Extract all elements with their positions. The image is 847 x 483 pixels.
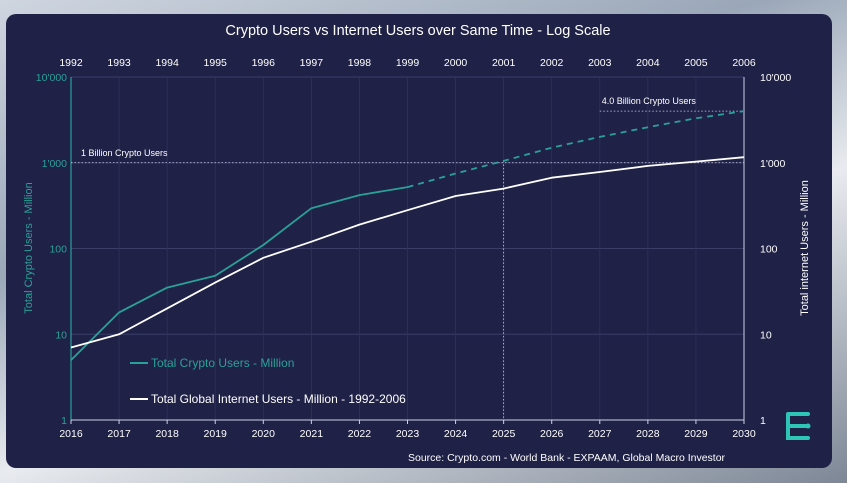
x-bottom-tick-label: 2019 xyxy=(204,428,228,440)
annotation-label: 1 Billion Crypto Users xyxy=(81,148,168,158)
x-top-tick-label: 2003 xyxy=(588,57,612,69)
annotation-layer: 1 Billion Crypto Users 4.0 Billion Crypto… xyxy=(71,96,744,420)
x-top-tick-label: 2004 xyxy=(636,57,660,69)
x-bottom-tick-label: 2030 xyxy=(732,428,756,440)
crypto-users-projected-line xyxy=(407,110,745,188)
x-top-tick-label: 1993 xyxy=(107,57,131,69)
x-top-tick-label: 2005 xyxy=(684,57,708,69)
y-right-tick-label: 10 xyxy=(760,329,772,341)
chart-canvas: 1 Billion Crypto Users 4.0 Billion Crypto… xyxy=(23,23,811,464)
y-axis-left-label: Total Crypto Users - Million xyxy=(23,182,35,313)
annotation-label: 4.0 Billion Crypto Users xyxy=(602,96,697,106)
y-axis-right-label: Total internet Users - Million xyxy=(799,180,811,316)
tick-layer: 2016 2017 2018 2019 2020 2021 2022 2023 2024 2025… xyxy=(36,57,792,440)
x-top-tick-label: 1997 xyxy=(300,57,324,69)
x-bottom-tick-label: 2018 xyxy=(155,428,179,440)
y-left-tick-label: 1 xyxy=(61,415,67,427)
x-bottom-tick-label: 2022 xyxy=(348,428,372,440)
x-bottom-tick-label: 2025 xyxy=(492,428,516,440)
x-top-tick-label: 1994 xyxy=(155,57,179,69)
y-right-tick-label: 1 xyxy=(760,415,766,427)
x-bottom-tick-label: 2023 xyxy=(396,428,420,440)
x-bottom-tick-label: 2029 xyxy=(684,428,708,440)
y-left-tick-label: 100 xyxy=(49,244,67,256)
x-bottom-tick-label: 2017 xyxy=(107,428,131,440)
grid-layer xyxy=(70,76,745,421)
source-note: Source: Crypto.com - World Bank - EXPAAM… xyxy=(408,452,726,464)
x-top-tick-label: 1999 xyxy=(396,57,420,69)
crypto-users-line xyxy=(70,186,408,361)
x-bottom-tick-label: 2028 xyxy=(636,428,660,440)
legend: Total Crypto Users - Million Total Globa… xyxy=(130,356,406,406)
x-bottom-tick-label: 2021 xyxy=(300,428,324,440)
x-bottom-tick-label: 2027 xyxy=(588,428,612,440)
x-top-tick-label: 1992 xyxy=(59,57,83,69)
x-top-tick-label: 1996 xyxy=(252,57,276,69)
y-right-tick-label: 10'000 xyxy=(760,72,791,84)
x-top-tick-label: 1995 xyxy=(204,57,228,69)
internet-users-line xyxy=(70,156,745,349)
y-left-tick-label: 10'000 xyxy=(36,72,67,84)
legend-internet-label: Total Global Internet Users - Million - … xyxy=(151,392,406,406)
series-layer xyxy=(70,110,745,361)
x-bottom-tick-label: 2020 xyxy=(252,428,276,440)
x-bottom-tick-label: 2024 xyxy=(444,428,468,440)
y-left-tick-label: 1'000 xyxy=(42,158,68,170)
x-top-tick-label: 2000 xyxy=(444,57,468,69)
brand-logo xyxy=(786,412,811,440)
legend-crypto-label: Total Crypto Users - Million xyxy=(151,356,294,370)
y-left-tick-label: 10 xyxy=(55,329,67,341)
x-top-tick-label: 2001 xyxy=(492,57,516,69)
y-right-tick-label: 100 xyxy=(760,244,778,256)
x-top-tick-label: 2002 xyxy=(540,57,564,69)
x-bottom-tick-label: 2016 xyxy=(59,428,83,440)
chart-title: Crypto Users vs Internet Users over Same… xyxy=(225,23,610,39)
chart-card: 1 Billion Crypto Users 4.0 Billion Crypto… xyxy=(6,14,832,468)
x-top-tick-label: 1998 xyxy=(348,57,372,69)
y-right-tick-label: 1'000 xyxy=(760,158,786,170)
x-bottom-tick-label: 2026 xyxy=(540,428,564,440)
x-top-tick-label: 2006 xyxy=(732,57,756,69)
